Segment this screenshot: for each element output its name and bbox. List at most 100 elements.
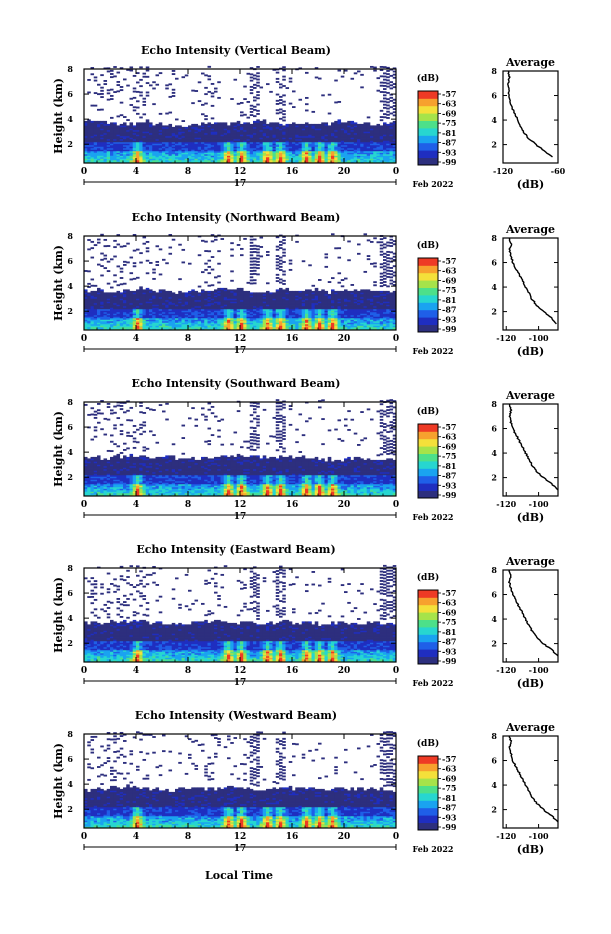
heatmap-cell xyxy=(91,279,95,281)
heatmap-cell xyxy=(208,266,212,268)
heatmap-cell xyxy=(204,118,208,120)
heatmap-cell xyxy=(117,125,121,127)
heatmap-cell xyxy=(87,79,91,81)
heatmap-cell xyxy=(143,73,147,75)
heatmap-cell xyxy=(390,97,394,99)
heatmap-cell xyxy=(159,274,163,276)
heatmap-cell xyxy=(230,289,234,291)
heatmap-cell xyxy=(338,101,342,103)
heatmap-cell xyxy=(373,67,377,69)
heatmap-cell xyxy=(143,122,147,124)
heatmap-cell xyxy=(282,261,286,263)
heatmap-cell xyxy=(386,83,390,85)
heatmap-cell xyxy=(282,85,286,87)
heatmap-cell xyxy=(370,125,374,127)
heatmap-cell xyxy=(113,75,117,77)
heatmap-cell xyxy=(305,97,309,99)
heatmap-cell xyxy=(386,108,390,110)
heatmap-cell xyxy=(123,78,127,80)
heatmap xyxy=(84,66,396,163)
heatmap-cell xyxy=(230,122,234,124)
heatmap-cell xyxy=(253,267,257,269)
heatmap-cell xyxy=(198,254,202,256)
heatmap-cell xyxy=(117,115,121,117)
heatmap-cell xyxy=(191,289,195,291)
heatmap-cell xyxy=(156,74,160,76)
heatmap-cell xyxy=(276,249,280,251)
heatmap-cell xyxy=(110,76,114,78)
heatmap-cell xyxy=(217,263,221,265)
heatmap-cell xyxy=(263,119,267,121)
heatmap-cell xyxy=(178,244,182,246)
heatmap-cell xyxy=(130,98,134,100)
heatmap-cell xyxy=(211,240,215,242)
heatmap-cell xyxy=(250,270,254,272)
avg-profile-line xyxy=(508,71,553,157)
heatmap-cell xyxy=(377,90,381,92)
heatmap-cell xyxy=(136,249,140,251)
heatmap-cell xyxy=(214,91,218,93)
heatmap-cell xyxy=(364,122,368,124)
heatmap-cell xyxy=(260,246,264,248)
heatmap-cell xyxy=(159,72,163,74)
heatmap-cell xyxy=(208,122,212,124)
heatmap-cell xyxy=(383,122,387,124)
x-tick-label: 20 xyxy=(338,167,351,177)
heatmap-cell xyxy=(91,121,95,123)
heatmap-cell xyxy=(204,93,208,95)
heatmap-cell xyxy=(133,250,137,252)
heatmap-cell xyxy=(152,103,156,105)
heatmap-cell xyxy=(250,245,254,247)
heatmap-cell xyxy=(253,270,257,272)
heatmap-cell xyxy=(243,98,247,100)
colorbar-tick-label: -99 xyxy=(442,157,457,167)
avg-panel-title: Average xyxy=(505,56,555,69)
heatmap-cell xyxy=(97,121,101,123)
heatmap-cell xyxy=(360,124,364,126)
heatmap-cell xyxy=(250,292,254,294)
heatmap-cell xyxy=(100,121,104,123)
heatmap-cell xyxy=(152,291,156,293)
heatmap-cell xyxy=(139,117,143,119)
heatmap-cell xyxy=(146,76,150,78)
heatmap-cell xyxy=(182,249,186,251)
heatmap-cell xyxy=(208,66,212,68)
heatmap-cell xyxy=(256,273,260,275)
heatmap-cell xyxy=(256,104,260,106)
heatmap-cell xyxy=(351,78,355,80)
panel-0: Echo Intensity (Vertical Beam)Height (km… xyxy=(52,44,566,191)
heatmap-cell xyxy=(279,83,283,85)
heatmap-cell xyxy=(289,103,293,105)
heatmap-cell xyxy=(253,74,257,76)
heatmap-cell xyxy=(308,124,312,126)
heatmap-cell xyxy=(87,270,91,272)
heatmap-cell xyxy=(279,260,283,262)
heatmap-cell xyxy=(367,116,371,118)
heatmap-cell xyxy=(139,91,143,93)
heatmap-cell xyxy=(383,76,387,78)
heatmap-cell xyxy=(165,84,169,86)
heatmap-cell xyxy=(204,263,208,265)
heatmap-cell xyxy=(256,248,260,250)
heatmap-cell xyxy=(146,288,150,290)
heatmap-cell xyxy=(302,291,306,293)
heatmap-cell xyxy=(380,119,384,121)
heatmap-cell xyxy=(178,278,182,280)
heatmap-cell xyxy=(146,82,150,84)
heatmap-cell xyxy=(383,113,387,115)
heatmap-cell xyxy=(139,79,143,81)
heatmap-cell xyxy=(139,252,143,254)
heatmap-cell xyxy=(87,292,91,294)
heatmap-cell xyxy=(91,291,95,293)
heatmap-cell xyxy=(328,113,332,115)
heatmap-cell xyxy=(279,263,283,265)
heatmap-cell xyxy=(383,79,387,81)
colorbar-tick-label: -63 xyxy=(442,99,457,109)
heatmap-cell xyxy=(377,124,381,126)
heatmap-cell xyxy=(146,241,150,243)
heatmap-cell xyxy=(253,292,257,294)
heatmap-cell xyxy=(279,96,283,98)
heatmap-cell xyxy=(328,94,332,96)
heatmap-cell xyxy=(253,251,257,253)
heatmap-cell xyxy=(97,264,101,266)
